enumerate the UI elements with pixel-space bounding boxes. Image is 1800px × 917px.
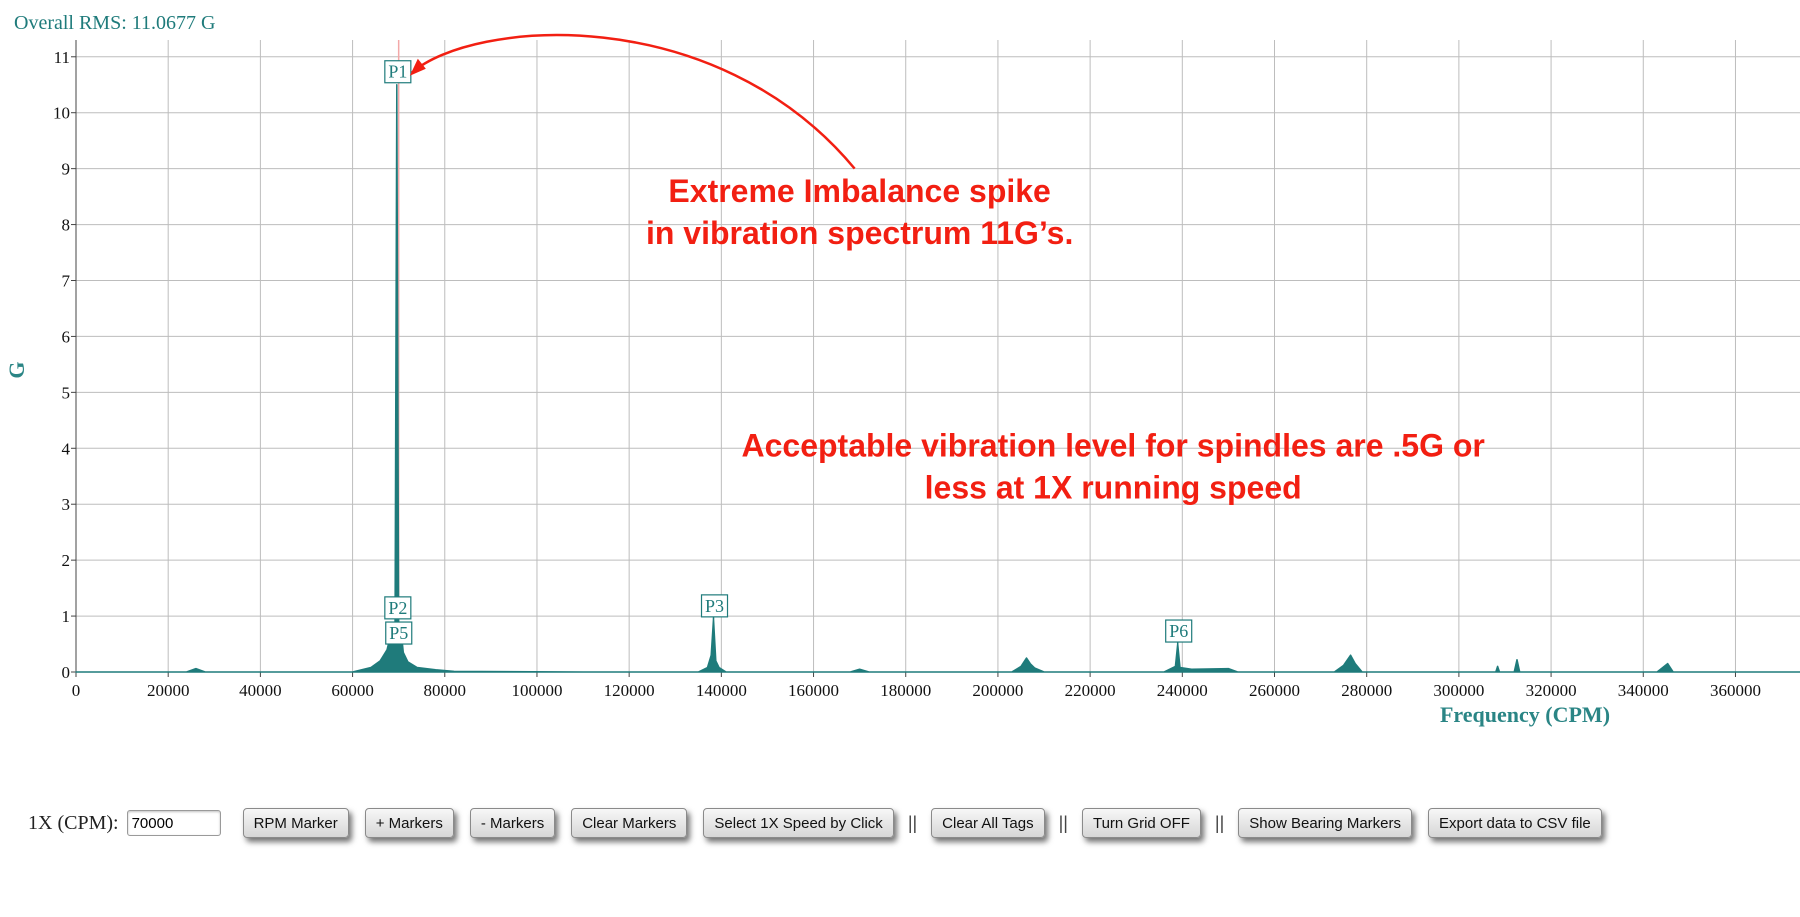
peak-label-box	[1165, 619, 1193, 643]
y-tick-label: 3	[62, 495, 71, 514]
peak-label-p1: P1	[384, 60, 412, 84]
peak-label-text: P2	[388, 598, 407, 618]
x-tick-label: 260000	[1249, 681, 1300, 700]
y-tick-label: 9	[62, 160, 71, 179]
peak-label-box	[385, 621, 413, 645]
toolbar-separator: ||	[907, 812, 918, 833]
x-tick-label: 300000	[1433, 681, 1484, 700]
chart-peak-labels: P1 P2 P5 P3 P6	[384, 60, 1193, 656]
y-tick-label: 4	[62, 439, 71, 458]
y-tick-label: 0	[62, 663, 71, 682]
y-tick-label: 11	[54, 48, 70, 67]
clear-tags-button[interactable]: Clear All Tags	[931, 808, 1045, 838]
x-tick-label: 220000	[1065, 681, 1116, 700]
chart-grid	[76, 40, 1800, 672]
chart-toolbar: 1X (CPM): RPM Marker + Markers - Markers…	[28, 806, 1610, 840]
x-tick-label: 180000	[880, 681, 931, 700]
peak-label-p6: P6	[1165, 619, 1193, 645]
x-tick-label: 240000	[1157, 681, 1208, 700]
chart-axes: 0 1 2 3 4 5 6 7 8 9 10 11 0 20000 40000 60000 80000 10000…	[4, 40, 1800, 727]
clear-markers-button[interactable]: Clear Markers	[571, 808, 688, 838]
y-tick-label: 8	[62, 216, 71, 235]
y-tick-label: 2	[62, 551, 71, 570]
x-tick-label: 340000	[1618, 681, 1669, 700]
select-speed-button[interactable]: Select 1X Speed by Click	[703, 808, 894, 838]
annotation-arrow	[411, 33, 856, 170]
peak-label-text: P6	[1169, 621, 1188, 641]
bearing-markers-button[interactable]: Show Bearing Markers	[1238, 808, 1413, 838]
remove-markers-button[interactable]: - Markers	[469, 808, 556, 838]
x-tick-label: 200000	[972, 681, 1023, 700]
x-tick-label: 160000	[788, 681, 839, 700]
annotation-text: in vibration spectrum 11G’s.	[646, 215, 1073, 251]
annotation-text: Acceptable vibration level for spindles …	[741, 428, 1484, 464]
y-axis-title: G	[4, 361, 29, 378]
peak-label-text: P3	[705, 596, 724, 616]
x-tick-label: 320000	[1526, 681, 1577, 700]
x-axis-title: Frequency (CPM)	[1440, 702, 1610, 727]
peak-label-box	[384, 596, 412, 620]
x-tick-label: 40000	[239, 681, 282, 700]
peak-label-p3: P3	[700, 594, 729, 619]
chart-annotations: Extreme Imbalance spike in vibration spec…	[409, 33, 1485, 506]
x-tick-label: 280000	[1341, 681, 1392, 700]
x-tick-label: 20000	[147, 681, 190, 700]
annotation-text: less at 1X running speed	[925, 470, 1302, 506]
toolbar-separator: ||	[1214, 812, 1225, 833]
x-tick-label: 360000	[1710, 681, 1761, 700]
annotation-arrowhead	[409, 58, 426, 76]
peak-label-box	[700, 594, 729, 618]
x-tick-label: 0	[72, 681, 81, 700]
grid-toggle-button[interactable]: Turn Grid OFF	[1081, 808, 1201, 838]
peak-label-p5: P5	[385, 621, 413, 656]
x-tick-label: 140000	[696, 681, 747, 700]
x-tick-label: 100000	[511, 681, 562, 700]
export-csv-button[interactable]: Export data to CSV file	[1428, 808, 1602, 838]
overall-rms-readout: Overall RMS: 11.0677 G	[14, 12, 216, 34]
peak-label-text: P5	[389, 623, 408, 643]
x-tick-label: 120000	[604, 681, 655, 700]
x-tick-label: 80000	[424, 681, 467, 700]
add-markers-button[interactable]: + Markers	[364, 808, 454, 838]
speed-input[interactable]	[126, 810, 221, 836]
vibration-spectrum-chart[interactable]: 0 1 2 3 4 5 6 7 8 9 10 11 0 20000 40000 60000 80000 10000…	[0, 0, 1800, 780]
toolbar-separator: ||	[1058, 812, 1068, 833]
y-tick-label: 10	[53, 104, 70, 123]
y-tick-label: 5	[62, 383, 71, 402]
y-tick-label: 1	[62, 607, 71, 626]
annotation-text: Extreme Imbalance spike	[668, 173, 1050, 209]
x-tick-label: 60000	[331, 681, 374, 700]
chart-trace	[75, 40, 1800, 673]
peak-label-p2: P2	[384, 596, 412, 631]
y-tick-label: 7	[62, 271, 71, 290]
peak-label-box	[384, 60, 412, 84]
peak-label-text: P1	[388, 62, 407, 82]
y-tick-label: 6	[62, 327, 71, 346]
speed-label: 1X (CPM):	[28, 811, 119, 834]
rpm-marker-button[interactable]: RPM Marker	[242, 808, 349, 838]
spectrum-trace	[75, 83, 1800, 673]
